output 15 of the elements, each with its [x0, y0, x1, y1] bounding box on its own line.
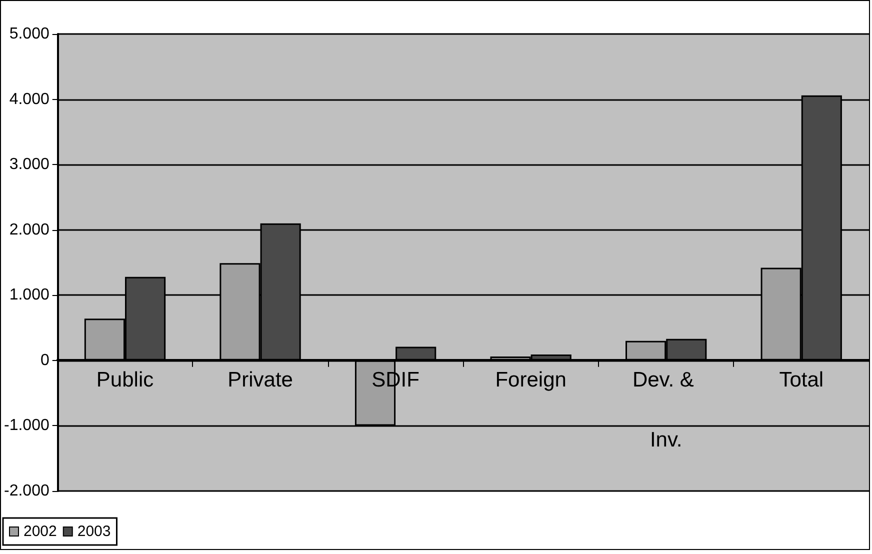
x-tick-label: Private [228, 368, 293, 392]
x-tick-label: Public [96, 368, 154, 392]
y-tick-label: 1.000 [9, 286, 50, 304]
y-tick-label: -1.000 [4, 417, 50, 434]
x-tick-label: Foreign [495, 368, 566, 392]
legend-label: 2003 [77, 523, 111, 540]
x-tick-label: Total [779, 368, 824, 392]
y-tick-label: 4.000 [9, 90, 50, 108]
category-label: Dev. & Inv. [632, 368, 694, 452]
y-tick-label: 3.000 [9, 156, 50, 174]
y-tick-label: -2.000 [4, 482, 50, 500]
legend-label: 2002 [24, 523, 57, 540]
y-tick-label: 5.000 [9, 26, 50, 42]
y-tick-label: 0 [40, 352, 50, 369]
y-tick-label: 2.000 [9, 221, 50, 238]
